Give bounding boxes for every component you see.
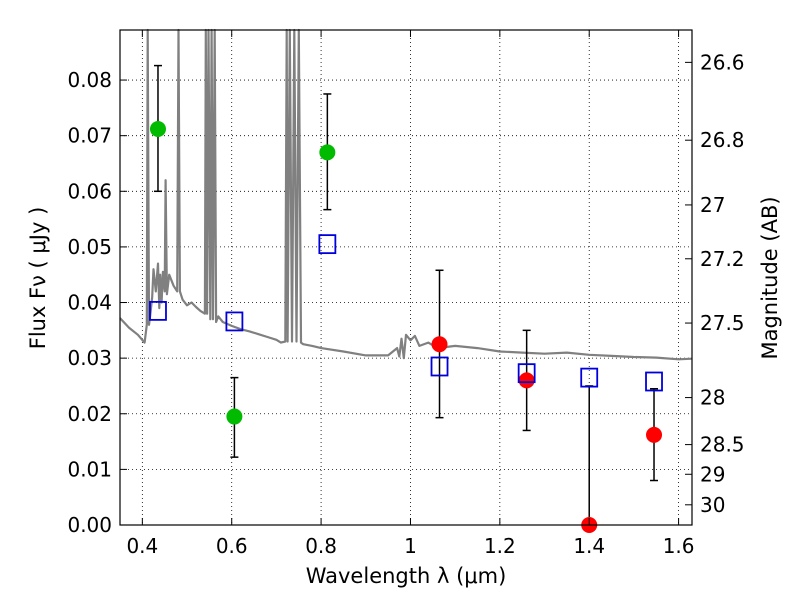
y-tick-label: 0.02 <box>67 402 112 426</box>
model-square-marker <box>645 371 663 392</box>
magnitude-tick-label: 26.8 <box>700 128 745 152</box>
data-point <box>149 121 166 137</box>
ticks <box>120 30 692 526</box>
x-tick-label: 1.2 <box>484 534 516 558</box>
y-tick-label: 0.05 <box>67 235 112 259</box>
data-point <box>226 408 243 425</box>
x-tick-label: 0.4 <box>126 534 158 558</box>
y-tick-labels: 0.00 0.01 0.02 0.03 0.04 0.05 0.06 0.07 0.08 <box>67 68 112 537</box>
model-square-marker <box>225 311 244 332</box>
magnitude-tick-label: 30 <box>700 493 725 517</box>
magnitude-tick-label: 28.5 <box>700 433 745 457</box>
data-point <box>319 144 336 161</box>
model-square-marker <box>517 363 536 384</box>
data-point <box>646 426 663 443</box>
x-tick-label: 0.6 <box>216 534 248 558</box>
plot-frame <box>119 29 693 526</box>
magnitude-tick-labels: 26.6 26.8 27 27.2 27.5 28 28.5 29 30 <box>700 50 745 516</box>
data-point <box>431 336 448 353</box>
y-tick-label: 0.06 <box>67 179 112 203</box>
data-markers <box>149 121 663 533</box>
magnitude-tick-label: 29 <box>700 462 725 486</box>
x-tick-label: 1.4 <box>573 534 605 558</box>
y-axis-label: Flux Fν ( μJy ) <box>26 207 50 350</box>
data-point <box>518 372 535 389</box>
model-square-marker <box>580 367 599 388</box>
magnitude-tick-label: 27.2 <box>700 247 745 271</box>
y-tick-label: 0.08 <box>67 68 112 92</box>
model-square-marker <box>318 234 337 255</box>
x-tick-label: 0.8 <box>305 534 337 558</box>
y-tick-label: 0.04 <box>67 291 112 315</box>
magnitude-tick-label: 26.6 <box>700 50 745 74</box>
y-tick-label: 0.00 <box>67 513 112 537</box>
model-square-marker <box>149 300 167 321</box>
y-tick-label: 0.07 <box>67 124 112 148</box>
y2-axis-label: Magnitude (AB) <box>758 196 782 359</box>
magnitude-tick-label: 27.5 <box>700 311 745 335</box>
x-tick-labels: 0.4 0.6 0.8 1 1.2 1.4 1.6 <box>126 534 694 558</box>
x-axis-label: Wavelength λ (μm) <box>306 564 507 588</box>
x-tick-label: 1 <box>404 534 417 558</box>
magnitude-tick-label: 28 <box>700 386 725 410</box>
y-tick-label: 0.01 <box>67 457 112 481</box>
grid <box>120 30 692 525</box>
model-square-marker <box>430 356 449 377</box>
magnitude-tick-label: 27 <box>700 193 725 217</box>
x-tick-label: 1.6 <box>663 534 695 558</box>
y-tick-label: 0.03 <box>67 346 112 370</box>
